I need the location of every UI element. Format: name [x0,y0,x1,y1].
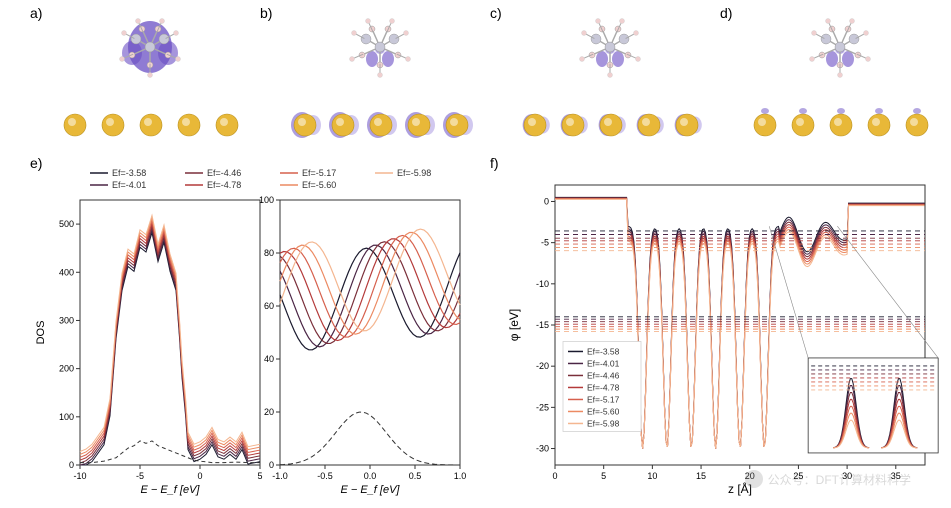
svg-text:Ef=-5.98: Ef=-5.98 [397,168,431,178]
svg-text:DOS: DOS [35,321,47,345]
svg-text:-1.0: -1.0 [272,471,288,481]
svg-text:-10: -10 [536,279,549,289]
panel-label-f: f) [490,155,499,171]
svg-text:Ef=-4.46: Ef=-4.46 [207,168,241,178]
svg-text:-5: -5 [541,238,549,248]
dos-plots: Ef=-3.58 Ef=-4.01 Ef=-4.46 Ef=-4.78 Ef=-5.17… [30,165,480,500]
svg-text:5: 5 [257,471,262,481]
svg-text:Ef=-3.58: Ef=-3.58 [587,346,620,356]
svg-text:0: 0 [544,196,549,206]
svg-text:0: 0 [269,460,274,470]
svg-text:Ef=-4.78: Ef=-4.78 [587,382,620,392]
svg-text:0: 0 [197,471,202,481]
svg-text:-30: -30 [536,444,549,454]
svg-text:40: 40 [264,354,274,364]
molecule-panel-d [740,5,940,155]
phi-plot: 051015202530350-5-10-15-20-25-30φ [eV]z … [500,165,945,500]
svg-text:1.0: 1.0 [454,471,467,481]
svg-text:Ef=-4.01: Ef=-4.01 [112,180,146,190]
svg-text:400: 400 [59,267,74,277]
panel-label-c: c) [490,5,502,21]
svg-text:-0.5: -0.5 [317,471,333,481]
svg-text:Ef=-5.17: Ef=-5.17 [302,168,336,178]
svg-text:15: 15 [696,471,706,481]
molecule-panel-c [510,5,710,155]
svg-text:-10: -10 [73,471,86,481]
svg-text:20: 20 [264,407,274,417]
svg-text:Ef=-5.98: Ef=-5.98 [587,418,620,428]
svg-text:5: 5 [601,471,606,481]
svg-text:-15: -15 [536,320,549,330]
svg-text:0.0: 0.0 [364,471,377,481]
svg-text:E − E_f [eV]: E − E_f [eV] [340,484,400,496]
svg-text:300: 300 [59,315,74,325]
svg-text:Ef=-5.60: Ef=-5.60 [302,180,336,190]
svg-text:0.5: 0.5 [409,471,422,481]
svg-text:0: 0 [69,460,74,470]
svg-text:-25: -25 [536,402,549,412]
svg-text:E − E_f [eV]: E − E_f [eV] [140,484,200,496]
svg-text:60: 60 [264,301,274,311]
svg-text:200: 200 [59,364,74,374]
svg-text:Ef=-5.60: Ef=-5.60 [587,406,620,416]
svg-text:100: 100 [259,195,274,205]
panel-label-d: d) [720,5,732,21]
watermark-text: 公众号：DFT计算材料科学 [768,471,911,488]
svg-text:10: 10 [647,471,657,481]
panel-label-b: b) [260,5,272,21]
svg-text:φ [eV]: φ [eV] [507,309,521,341]
svg-text:0: 0 [552,471,557,481]
svg-text:100: 100 [59,412,74,422]
watermark: 公众号：DFT计算材料科学 [745,470,911,488]
svg-text:-5: -5 [136,471,144,481]
svg-text:Ef=-3.58: Ef=-3.58 [112,168,146,178]
svg-text:Ef=-4.01: Ef=-4.01 [587,358,620,368]
svg-text:Ef=-4.78: Ef=-4.78 [207,180,241,190]
svg-text:500: 500 [59,219,74,229]
svg-text:-20: -20 [536,361,549,371]
molecule-panel-b [280,5,480,155]
panel-label-a: a) [30,5,42,21]
svg-text:Ef=-5.17: Ef=-5.17 [587,394,620,404]
svg-text:80: 80 [264,248,274,258]
molecule-panel-a [50,5,250,155]
wechat-icon [745,470,763,488]
svg-text:Ef=-4.46: Ef=-4.46 [587,370,620,380]
